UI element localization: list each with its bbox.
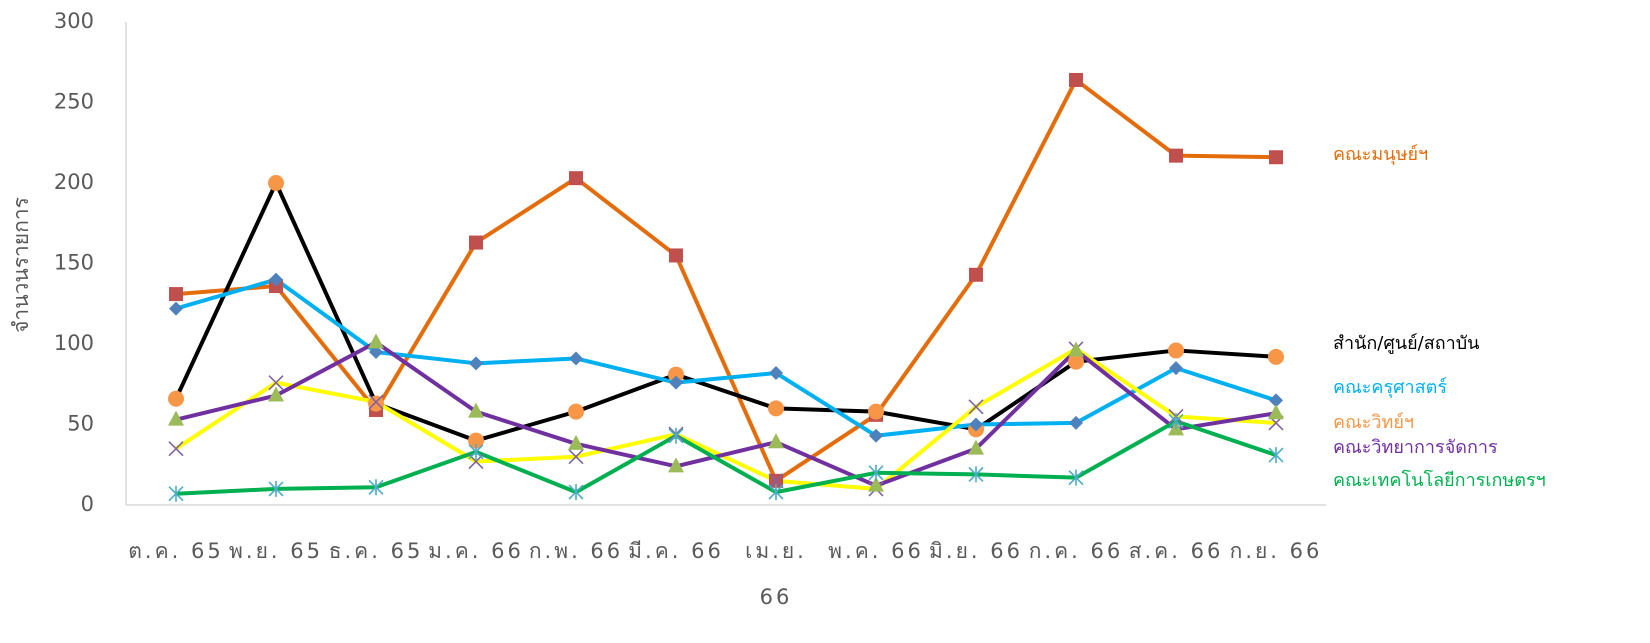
marker [568, 403, 584, 420]
marker [768, 400, 784, 417]
marker [1269, 150, 1283, 165]
series-line [175, 340, 1277, 488]
y-tick-label: 0 [81, 492, 94, 516]
marker [169, 287, 183, 302]
marker [668, 427, 684, 444]
y-tick-label: 200 [54, 170, 94, 194]
marker [368, 394, 384, 410]
marker [468, 402, 484, 418]
x-tick-label: มี.ค. 66 [628, 539, 724, 563]
marker [468, 443, 484, 460]
marker [168, 390, 184, 407]
x-tick-label: ม.ค. 66 [428, 539, 524, 563]
marker [468, 432, 484, 449]
series-label: คณะวิทยาการจัดการ [1333, 437, 1498, 458]
marker [1268, 404, 1284, 420]
marker [169, 301, 183, 316]
marker [1168, 342, 1184, 359]
y-tick-label: 250 [54, 90, 94, 114]
x-tick-label: พ.ค. 66 [828, 539, 924, 563]
marker [769, 365, 783, 380]
marker [868, 476, 884, 492]
marker [1069, 72, 1083, 87]
series-label: สำนัก/ศูนย์/สถาบัน [1333, 333, 1479, 354]
marker [369, 345, 383, 360]
x-tick-label: ก.พ. 66 [529, 539, 623, 563]
marker [968, 439, 984, 455]
x-tick-label: ก.ย. 66 [1230, 539, 1323, 563]
series-line [175, 277, 1277, 438]
series-line [175, 419, 1277, 496]
marker [268, 175, 284, 191]
marker [668, 366, 684, 383]
marker [1169, 361, 1183, 376]
y-tick-label: 100 [54, 331, 94, 355]
marker [168, 410, 184, 426]
series-label: คณะวิทย์ฯ [1333, 412, 1414, 433]
marker [668, 457, 684, 473]
marker [268, 386, 284, 402]
marker [669, 375, 683, 390]
x-tick-label: ก.ค. 66 [1029, 539, 1124, 563]
y-tick-label: 50 [67, 412, 94, 436]
series-line [174, 346, 1277, 491]
marker [869, 428, 883, 443]
x-tick-label: มิ.ย. 66 [929, 539, 1023, 563]
marker [568, 449, 584, 465]
marker [969, 267, 983, 282]
marker [768, 484, 784, 501]
y-tick-label: 300 [54, 9, 94, 33]
marker [1068, 341, 1084, 357]
marker [368, 333, 384, 349]
marker [368, 395, 384, 412]
x-tick-label: ส.ค. 66 [1129, 539, 1224, 563]
x-tick-label: เม.ย. 66 [745, 539, 807, 609]
y-axis-label: จำนวนรายการ [9, 197, 33, 333]
marker [1068, 469, 1084, 486]
marker [269, 272, 283, 287]
series-label: คณะมนุษย์ฯ [1333, 144, 1428, 165]
marker [168, 441, 184, 457]
marker [469, 356, 483, 371]
marker [1268, 348, 1284, 365]
y-tick-label: 150 [54, 251, 94, 275]
marker [469, 235, 483, 250]
marker [968, 466, 984, 483]
marker [868, 464, 884, 481]
x-tick-label: พ.ย. 65 [229, 539, 323, 563]
series-line [175, 77, 1277, 483]
marker [969, 417, 983, 432]
series-label: คณะครุศาสตร์ [1333, 377, 1447, 398]
marker [768, 473, 784, 489]
marker [1169, 148, 1183, 163]
marker [268, 375, 284, 391]
marker [669, 248, 683, 263]
marker [568, 434, 584, 450]
marker [1269, 393, 1283, 408]
marker [569, 171, 583, 186]
marker [568, 484, 584, 501]
marker [1068, 353, 1084, 370]
marker [1268, 447, 1284, 464]
marker [768, 433, 784, 449]
marker [968, 399, 984, 415]
x-tick-label: ต.ค. 65 [128, 539, 223, 563]
series-label: คณะเทคโนโลยีการเกษตรฯ [1333, 469, 1546, 491]
x-tick-label: ธ.ค. 65 [329, 539, 424, 563]
marker [569, 351, 583, 366]
marker [1168, 413, 1184, 430]
marker [268, 480, 284, 497]
marker [1069, 415, 1083, 430]
marker [168, 485, 184, 502]
marker [368, 479, 384, 496]
marker [868, 403, 884, 420]
